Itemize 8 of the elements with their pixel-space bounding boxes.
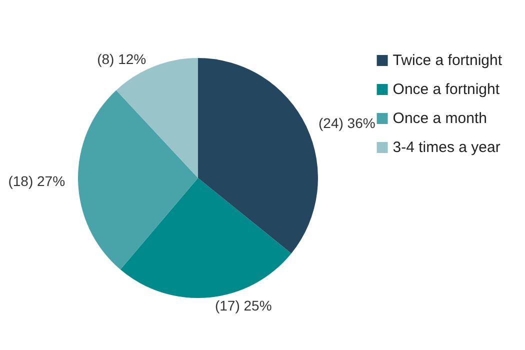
legend-label: Twice a fortnight <box>392 52 503 69</box>
legend-label: Once a month <box>392 110 487 127</box>
data-label: (24) 36% <box>318 114 376 131</box>
data-label: (8) 12% <box>97 50 146 67</box>
data-label: (18) 27% <box>8 173 66 189</box>
data-label: (17) 25% <box>214 297 272 314</box>
legend-label: 3-4 times a year <box>392 139 500 156</box>
legend-label: Once a fortnight <box>392 81 500 98</box>
